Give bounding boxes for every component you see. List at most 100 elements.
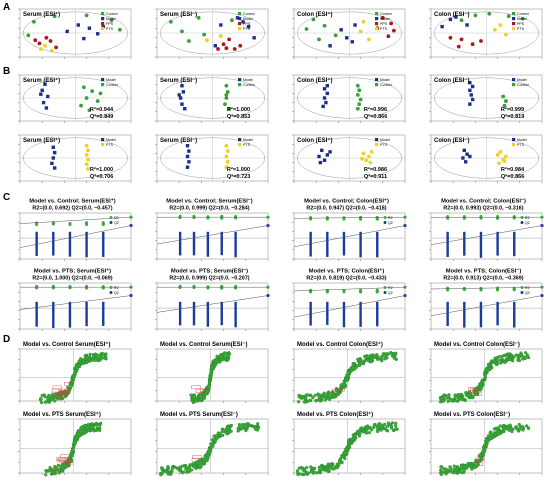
point-model [76, 23, 80, 27]
legend-label: Q2 [114, 221, 119, 225]
panel-title: Model vs. PTS; Serum(ESI⁻) [171, 269, 248, 275]
s-plot-point [187, 465, 191, 469]
panel-svg-d5: Model vs. PTS Serum(ESI⁺) [18, 411, 132, 477]
point-pts [224, 165, 229, 170]
s-plot-point [240, 427, 244, 431]
point-control [84, 13, 89, 18]
point-control [87, 108, 92, 113]
s-plot-point [53, 399, 57, 403]
panel-c8: Model vs. PTS; Colon(ESI⁻) R2=(0.0, 0.913… [421, 266, 546, 334]
point-model [325, 153, 329, 157]
panel-b8: Colon (ESI⁻) Model PTS R²=0.984 Q²=0.866 [421, 130, 546, 188]
point-model [328, 150, 332, 154]
point-pts [84, 153, 89, 157]
point-model [180, 102, 184, 106]
s-plot-point [215, 436, 219, 441]
point-control [487, 11, 492, 16]
point-control [118, 27, 122, 32]
s-plot-point [63, 395, 67, 399]
s-plot-point [380, 359, 384, 363]
s-plot-point [372, 425, 376, 429]
s-plot-point [202, 396, 206, 400]
s-plot-point [349, 369, 353, 373]
point-pts [50, 48, 54, 53]
point-control [223, 102, 227, 107]
r2-point [446, 288, 450, 292]
highlight-box [63, 460, 74, 465]
s-plot-point [52, 468, 57, 472]
row-label-a: A [3, 2, 11, 13]
s-plot-point [351, 364, 355, 368]
highlight-box [472, 392, 482, 397]
panel-title: Model vs. PTS Serum(ESI⁻) [160, 412, 238, 418]
r2-point [192, 284, 196, 288]
s-plot-point [324, 394, 328, 398]
point-model [321, 104, 325, 109]
panel-b5: Serum (ESI⁺) Model PTS R²=1.000 Q²=0.706 [10, 130, 135, 188]
s-plot-point [517, 358, 522, 363]
s-plot-point [310, 470, 315, 474]
s-plot-point [85, 360, 89, 364]
s-plot-point [369, 360, 373, 364]
point-control [187, 39, 191, 43]
s-plot-point [195, 399, 199, 403]
panel-b4: Colon (ESI⁻) Model Control R²=0.999 Q²=0.819 [421, 70, 546, 128]
s-plot-point [335, 465, 339, 469]
r2-point [342, 289, 346, 293]
legend-swatch [238, 27, 242, 31]
legend-label: PPS [380, 22, 388, 26]
panel-c5: Model vs. PTS; Serum(ESI⁺) R2=(0.0, 1.000… [10, 266, 135, 334]
panel-title: Model vs. PTS Colon(ESI⁻) [434, 412, 510, 418]
r2-point [496, 216, 499, 220]
point-pts [364, 158, 369, 163]
legend-label: Model [243, 78, 253, 82]
s-plot-point [347, 440, 351, 444]
s-plot-point [205, 452, 209, 456]
s-plot-point [74, 438, 78, 442]
point-model [465, 23, 469, 27]
panel-title: Colon (ESI⁺) [297, 137, 333, 144]
legend-swatch [238, 78, 242, 82]
legend-swatch [101, 27, 105, 31]
legend-swatch [101, 22, 105, 26]
q2-original [540, 223, 544, 228]
point-model [462, 148, 466, 153]
s-plot-point [83, 424, 87, 428]
point-control [317, 37, 321, 42]
s-plot-point [86, 422, 90, 427]
hotelling-ellipse [23, 77, 128, 119]
point-control [322, 23, 327, 28]
point-model [187, 160, 191, 164]
s-plot-point [206, 456, 210, 460]
r2-point [206, 286, 210, 289]
legend-label: Model [380, 78, 390, 82]
legend-label: Model [106, 78, 116, 82]
panel-subtitle: R2=(0.0, 0.913) Q2=(0.0, −0.369) [443, 276, 523, 282]
q2-value: Q²=0.866 [501, 173, 524, 180]
legend-label: PTS [517, 27, 525, 31]
point-pps [389, 21, 394, 26]
legend-label: PTS [243, 143, 251, 147]
q2-regression-line [19, 295, 132, 310]
s-plot-point [488, 367, 493, 371]
s-plot-point [495, 355, 499, 360]
s-plot-point [319, 465, 323, 469]
point-control [81, 85, 86, 90]
point-model [50, 161, 54, 166]
point-model [322, 158, 327, 162]
r2-original [129, 215, 133, 219]
point-pts [368, 160, 373, 165]
s-plot-point [206, 386, 210, 390]
point-model [187, 149, 191, 153]
panel-title: Model vs. PTS; Colon(ESI⁻) [446, 269, 522, 275]
s-plot-point [58, 395, 63, 399]
s-plot-point [203, 454, 207, 458]
s-plot-point [184, 468, 189, 472]
s-plot-point [188, 468, 193, 472]
s-plot-point [509, 354, 513, 358]
plot-frame [430, 282, 543, 330]
point-pps [33, 38, 38, 43]
point-control [473, 13, 478, 18]
q2-value: Q²=0.819 [501, 113, 524, 120]
